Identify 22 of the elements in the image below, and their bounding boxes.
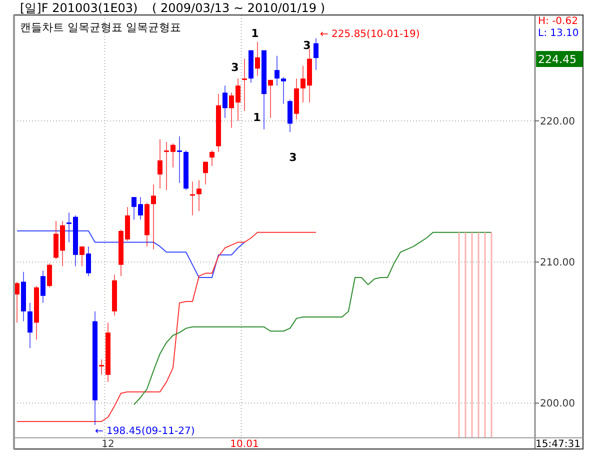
- x-tick-label: 10.01: [230, 439, 259, 450]
- annotation: 3: [289, 151, 297, 164]
- text: L: 13.10: [538, 28, 579, 39]
- x-tick-label: 12: [102, 439, 114, 450]
- y-tick-label: 210.00: [540, 257, 575, 268]
- annotation: ← 198.45(09-11-27): [95, 426, 195, 437]
- line-series: [134, 232, 492, 406]
- line-series: [16, 230, 245, 278]
- annotation: 캔들차트 일목균형표 일목균형표: [20, 21, 181, 34]
- text: 15:47:31: [536, 439, 580, 450]
- y-tick-label: 220.00: [540, 116, 575, 128]
- annotation: 1: [253, 111, 261, 124]
- text: 224.45: [538, 53, 576, 66]
- annotation: 3: [303, 39, 311, 52]
- chart-subtitle: ( 2009/03/13 ~ 2010/01/19 ): [152, 1, 326, 15]
- line-series: [16, 232, 316, 422]
- y-tick-label: 200.00: [540, 398, 575, 410]
- chart-title: [일]F 201003(1E03): [20, 1, 138, 15]
- annotation: ← 225.85(10-01-19): [320, 29, 420, 40]
- annotation: 3: [231, 61, 239, 74]
- text: H: -0.62: [538, 16, 578, 27]
- annotation: 1: [251, 27, 259, 40]
